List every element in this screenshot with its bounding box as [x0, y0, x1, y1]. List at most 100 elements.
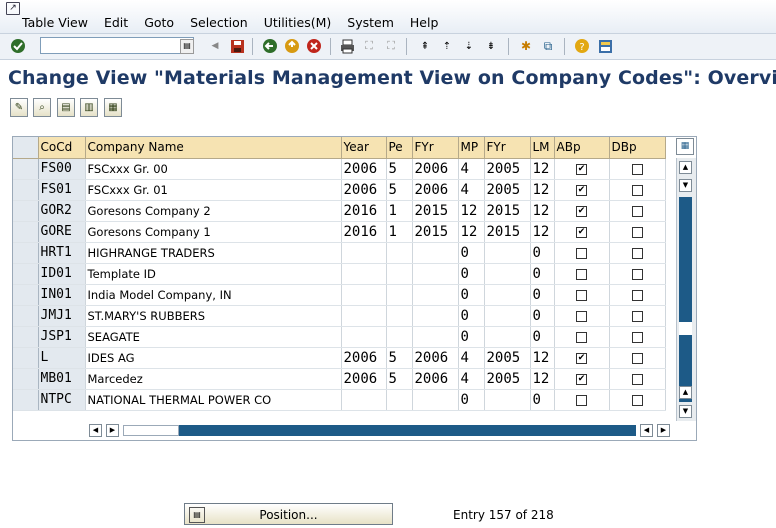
create-session-icon[interactable]: ✱: [520, 39, 532, 53]
dbp-checkbox[interactable]: [631, 373, 643, 385]
cell-mp[interactable]: 0: [458, 389, 485, 411]
horizontal-scroll-track[interactable]: [123, 425, 636, 436]
exit-icon[interactable]: [283, 37, 301, 55]
display-icon[interactable]: ⌕: [33, 98, 51, 117]
select-block-icon[interactable]: ▥: [80, 98, 98, 117]
vertical-scroll-track[interactable]: [679, 197, 692, 402]
cell-mp[interactable]: 0: [458, 242, 485, 264]
cell-pe[interactable]: 1: [386, 200, 413, 222]
column-header-abp-8[interactable]: ABp: [554, 137, 610, 159]
dbp-checkbox[interactable]: [631, 310, 643, 322]
dbp-checkbox[interactable]: [631, 268, 643, 280]
column-header-fyr-4[interactable]: FYr: [412, 137, 459, 159]
cell-pe[interactable]: [386, 326, 413, 348]
column-header-company name-1[interactable]: Company Name: [85, 137, 342, 159]
cell-fyr[interactable]: 2015: [412, 221, 459, 243]
cell-year[interactable]: 2006: [341, 347, 387, 369]
column-header-mp-5[interactable]: MP: [458, 137, 485, 159]
scroll-end-right-icon[interactable]: ▶: [657, 424, 670, 437]
cell-mp[interactable]: 4: [458, 158, 485, 180]
vertical-scroll-thumb[interactable]: [679, 322, 692, 335]
cell-mp[interactable]: 4: [458, 368, 485, 390]
row-selector[interactable]: [13, 200, 39, 222]
row-selector[interactable]: [13, 347, 39, 369]
cell-pe[interactable]: 5: [386, 368, 413, 390]
cell-year[interactable]: [341, 263, 387, 285]
cell-pe[interactable]: [386, 305, 413, 327]
abp-checkbox[interactable]: [576, 289, 587, 301]
cell-fyr[interactable]: 2015: [412, 200, 459, 222]
cell-pe[interactable]: [386, 242, 413, 264]
cell-pe[interactable]: [386, 389, 413, 411]
cell-name[interactable]: FSCxxx Gr. 01: [85, 179, 342, 201]
scroll-end-left-icon[interactable]: ◀: [640, 424, 653, 437]
help-icon[interactable]: ?: [573, 37, 591, 55]
cell-mp[interactable]: 4: [458, 179, 485, 201]
cell-fyr2[interactable]: 2005: [484, 368, 531, 390]
cell-mp[interactable]: 12: [458, 221, 485, 243]
dbp-checkbox[interactable]: [631, 394, 643, 406]
cell-year[interactable]: [341, 389, 387, 411]
vertical-scrollbar[interactable]: ▲ ▼ ▲ ▼: [676, 158, 696, 421]
abp-checkbox[interactable]: ✔: [576, 184, 587, 196]
cell-fyr2[interactable]: [484, 389, 531, 411]
horizontal-scroll-thumb[interactable]: [123, 425, 179, 436]
cell-year[interactable]: 2006: [341, 158, 387, 180]
cell-lm[interactable]: 12: [530, 200, 555, 222]
dbp-checkbox[interactable]: [631, 352, 643, 364]
menu-edit[interactable]: Edit: [103, 15, 129, 30]
row-selector[interactable]: [13, 326, 39, 348]
abp-checkbox[interactable]: [576, 331, 587, 343]
shortcut-icon[interactable]: ⧉: [543, 38, 553, 53]
menu-help[interactable]: Help: [409, 15, 439, 30]
cell-fyr[interactable]: 2006: [412, 368, 459, 390]
back-icon[interactable]: [261, 37, 279, 55]
cell-pe[interactable]: 5: [386, 158, 413, 180]
cell-fyr[interactable]: [412, 326, 459, 348]
scroll-bottom-icon[interactable]: ▼: [679, 405, 692, 418]
cell-fyr2[interactable]: [484, 305, 531, 327]
cell-fyr[interactable]: 2006: [412, 347, 459, 369]
cell-year[interactable]: 2006: [341, 179, 387, 201]
abp-checkbox[interactable]: [576, 247, 587, 259]
cell-lm[interactable]: 0: [530, 326, 555, 348]
cell-year[interactable]: [341, 242, 387, 264]
row-selector[interactable]: [13, 368, 39, 390]
command-history-icon[interactable]: ▤: [180, 39, 194, 54]
cell-name[interactable]: NATIONAL THERMAL POWER CO: [85, 389, 342, 411]
cell-mp[interactable]: 0: [458, 305, 485, 327]
row-selector[interactable]: [13, 263, 39, 285]
cell-name[interactable]: ST.MARY'S RUBBERS: [85, 305, 342, 327]
save-icon[interactable]: [228, 37, 246, 55]
cell-lm[interactable]: 12: [530, 221, 555, 243]
menu-utilities-m[interactable]: Utilities(M): [263, 15, 332, 30]
scroll-up-icon[interactable]: ▼: [679, 179, 692, 192]
cell-fyr2[interactable]: [484, 263, 531, 285]
scroll-down-icon[interactable]: ▲: [679, 386, 692, 399]
dbp-checkbox[interactable]: [631, 184, 643, 196]
menu-selection[interactable]: Selection: [190, 15, 248, 30]
cell-name[interactable]: Template ID: [85, 263, 342, 285]
row-selector[interactable]: [13, 179, 39, 201]
horizontal-scrollbar[interactable]: ◀ ▶ ◀ ▶: [87, 424, 670, 438]
cell-lm[interactable]: 0: [530, 389, 555, 411]
cell-fyr2[interactable]: 2005: [484, 179, 531, 201]
cell-name[interactable]: HIGHRANGE TRADERS: [85, 242, 342, 264]
cell-lm[interactable]: 0: [530, 284, 555, 306]
cell-pe[interactable]: [386, 263, 413, 285]
last-page-icon[interactable]: ⇟: [486, 40, 496, 52]
dbp-checkbox[interactable]: [631, 247, 643, 259]
column-header-pe-3[interactable]: Pe: [386, 137, 413, 159]
cell-fyr2[interactable]: [484, 284, 531, 306]
column-header-year-2[interactable]: Year: [341, 137, 387, 159]
abp-checkbox[interactable]: [576, 310, 587, 322]
find-next-icon[interactable]: ⛶: [387, 39, 395, 52]
cell-mp[interactable]: 0: [458, 263, 485, 285]
scroll-left-icon[interactable]: ◀: [89, 424, 102, 437]
dbp-checkbox[interactable]: [631, 226, 643, 238]
cell-fyr[interactable]: [412, 389, 459, 411]
column-header-dbp-9[interactable]: DBp: [609, 137, 666, 159]
command-field[interactable]: [40, 37, 194, 54]
cell-year[interactable]: 2016: [341, 221, 387, 243]
abp-checkbox[interactable]: ✔: [576, 373, 587, 385]
